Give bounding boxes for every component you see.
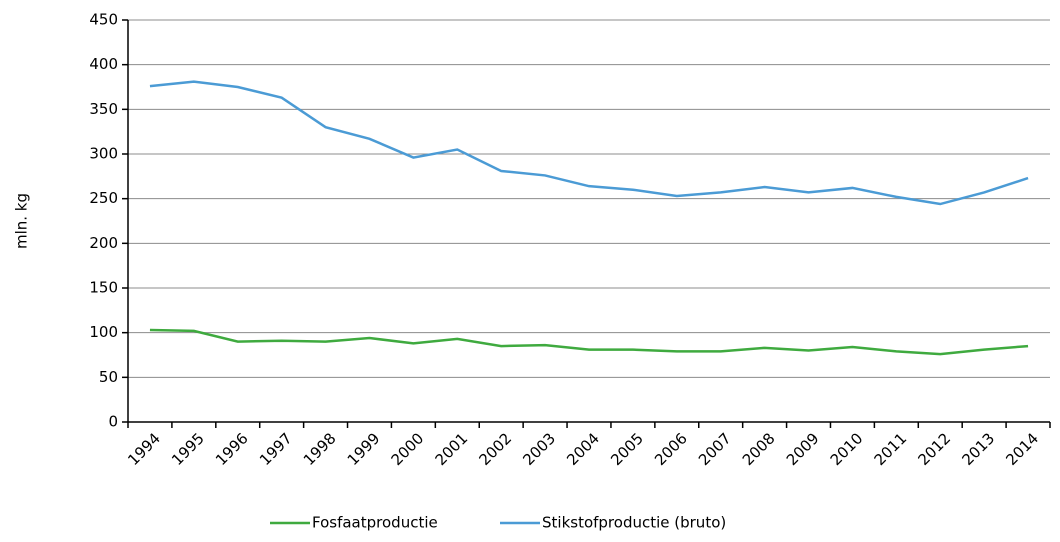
x-tick-label: 2007 [695,429,735,469]
x-tick-label: 2008 [739,429,779,469]
x-tick-label: 2009 [783,429,823,469]
y-tick-label: 400 [89,55,118,73]
x-tick-label: 1996 [212,429,252,469]
y-tick-label: 150 [89,279,118,297]
y-tick-label: 50 [99,368,118,386]
x-tick-label: 2004 [563,429,603,469]
x-tick-label: 1998 [300,429,340,469]
x-tick-label: 2003 [519,429,559,469]
x-tick-label: 1997 [256,429,296,469]
x-tick-label: 1995 [168,429,208,469]
legend-label: Fosfaatproductie [312,514,438,532]
y-tick-label: 0 [108,413,118,431]
x-tick-label: 2010 [827,429,867,469]
x-tick-label: 2001 [432,429,472,469]
y-tick-label: 350 [89,100,118,118]
x-tick-label: 2005 [607,429,647,469]
x-tick-label: 2000 [388,429,428,469]
x-tick-label: 2002 [475,429,515,469]
y-tick-label: 200 [89,234,118,252]
legend-label: Stikstofproductie (bruto) [542,514,726,532]
series-line [149,80,1029,206]
y-tick-label: 450 [89,11,118,29]
series-line [149,328,1029,356]
x-tick-label: 1999 [344,429,384,469]
x-tick-label: 1994 [124,429,164,469]
x-tick-label: 2012 [915,429,955,469]
y-tick-label: 300 [89,145,118,163]
x-tick-label: 2014 [1002,429,1042,469]
x-tick-label: 2013 [958,429,998,469]
y-tick-label: 250 [89,189,118,207]
x-tick-label: 2011 [871,429,911,469]
y-axis-label: mln. kg [13,193,31,249]
x-tick-label: 2006 [651,429,691,469]
y-tick-label: 100 [89,323,118,341]
